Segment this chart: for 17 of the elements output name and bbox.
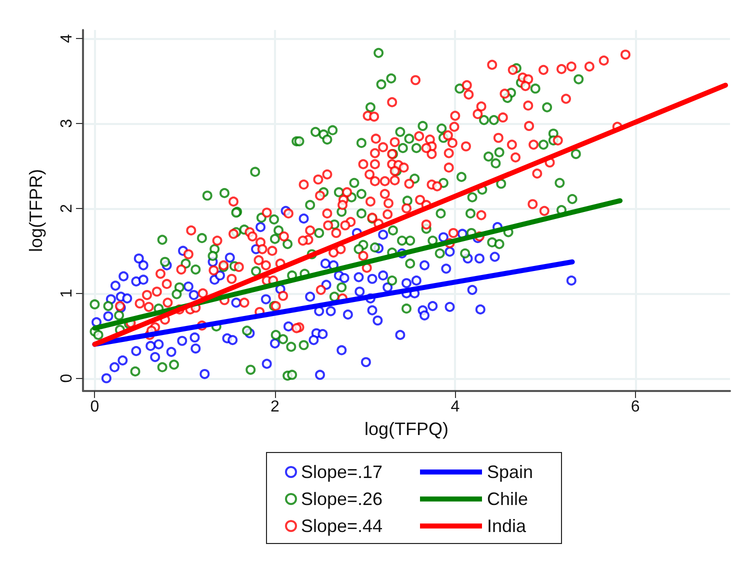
y-tick-label: 2 bbox=[58, 204, 76, 213]
x-tick-label: 0 bbox=[90, 398, 100, 416]
legend-label: India bbox=[487, 516, 528, 536]
y-tick-label: 0 bbox=[58, 374, 76, 383]
y-tick-label: 3 bbox=[58, 118, 76, 128]
x-tick-label: 4 bbox=[450, 398, 460, 416]
legend-label: Slope=.44 bbox=[301, 516, 383, 536]
legend-label: Spain bbox=[487, 462, 534, 482]
legend-label: Slope=.26 bbox=[301, 489, 383, 509]
legend-label: Chile bbox=[487, 489, 528, 509]
y-tick-label: 1 bbox=[58, 288, 76, 298]
y-tick-label: 4 bbox=[58, 34, 76, 43]
x-tick-label: 6 bbox=[630, 398, 640, 416]
legend-label: Slope=.17 bbox=[301, 462, 383, 482]
x-axis-title: log(TFPQ) bbox=[364, 418, 449, 439]
x-tick-label: 2 bbox=[270, 398, 280, 416]
y-axis-title: log(TFPR) bbox=[26, 168, 46, 252]
